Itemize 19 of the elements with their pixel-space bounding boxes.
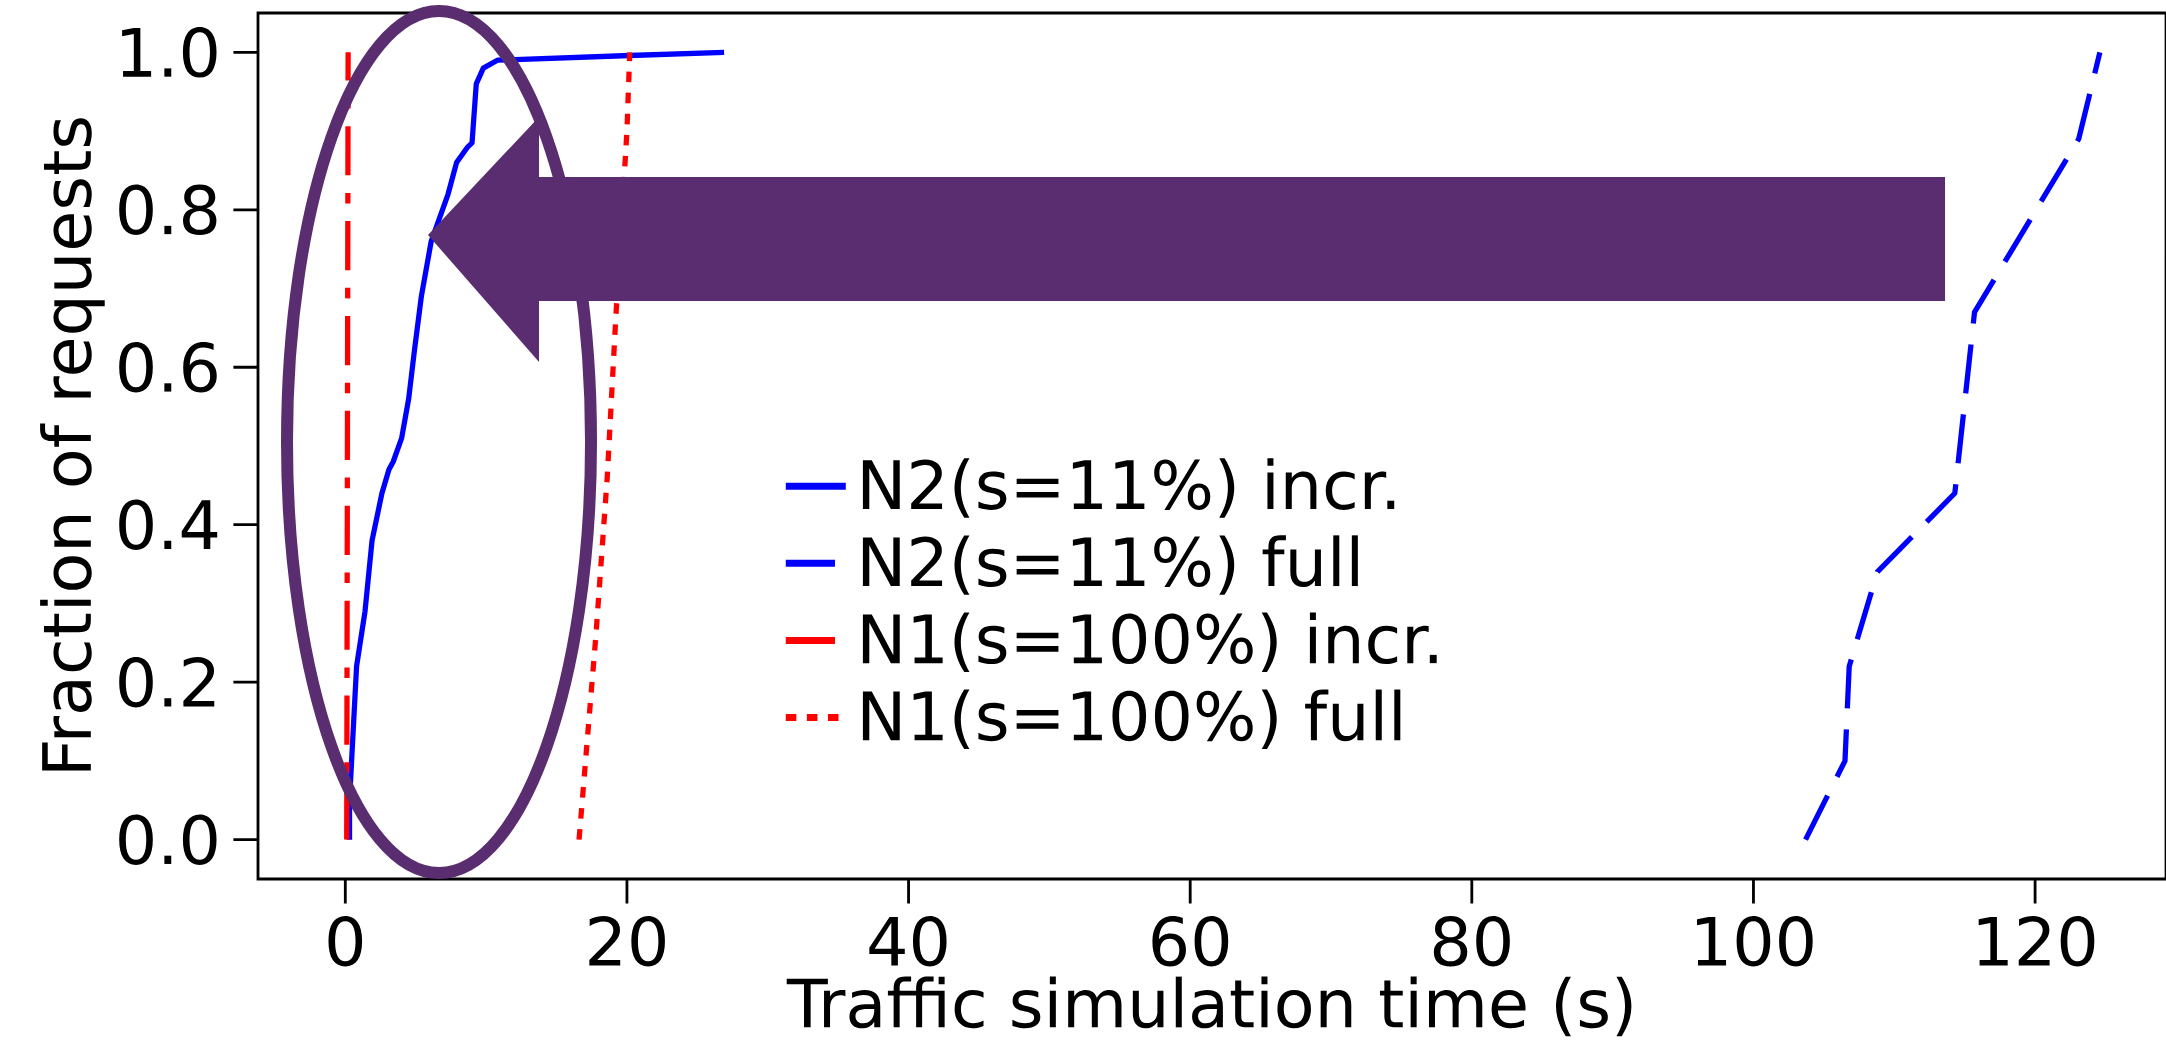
x-tick-label: 40 — [869, 916, 947, 967]
x-tick-label: 60 — [1152, 916, 1229, 967]
x-axis-title: Traffic simulation time (s) — [786, 976, 1632, 1037]
x-tick-label: 0 — [328, 916, 363, 967]
y-tick-label: 1.0 — [122, 27, 217, 78]
y-tick-label: 0.8 — [119, 184, 217, 236]
y-tick-label: 0.2 — [119, 656, 215, 708]
y-tick-label: 0.6 — [119, 342, 217, 393]
legend-label: N2(s=11%) full — [862, 535, 1358, 595]
y-tick-label: 0.4 — [119, 499, 218, 550]
x-tick-label: 100 — [1697, 916, 1813, 967]
x-tick-label: 80 — [1433, 916, 1510, 967]
legend-label: N1(s=100%) incr. — [862, 612, 1437, 672]
x-tick-label: 120 — [1978, 916, 2095, 967]
legend-label: N2(s=11%) incr. — [862, 458, 1395, 518]
y-axis-title: Fraction of requests — [40, 118, 105, 771]
y-tick-label: 0.0 — [119, 814, 217, 865]
legend-label: N1(s=100%) full — [862, 689, 1401, 750]
x-tick-label: 20 — [589, 916, 665, 967]
